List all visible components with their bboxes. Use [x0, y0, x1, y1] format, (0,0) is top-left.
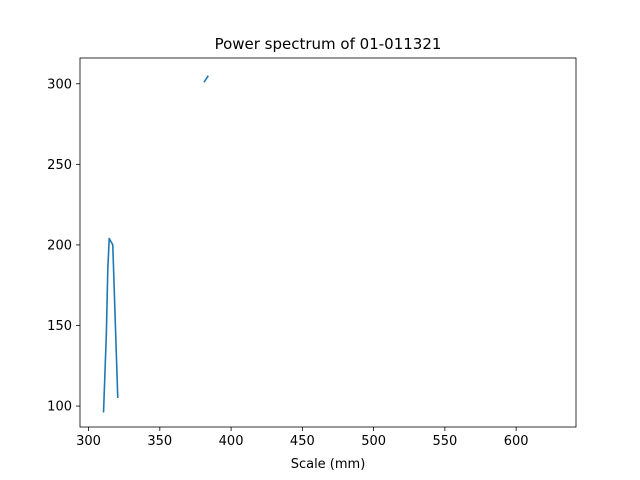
plot-area — [79, 57, 577, 428]
x-tick-label: 400 — [219, 434, 244, 449]
series-layer — [102, 75, 209, 413]
y-tick-label: 100 — [47, 400, 72, 415]
x-axis-label: Scale (mm) — [291, 457, 366, 472]
x-tick-label: 450 — [290, 434, 315, 449]
x-tick-label: 300 — [76, 434, 101, 449]
x-tick-label: 500 — [361, 434, 386, 449]
x-tick-label: 550 — [432, 434, 457, 449]
y-tick-label: 300 — [47, 77, 72, 92]
y-axis: 100 150 200 250 300 — [47, 77, 80, 415]
y-tick-label: 200 — [47, 238, 72, 253]
chart-title: Power spectrum of 01-011321 — [215, 35, 442, 53]
x-axis: 300 350 400 450 500 550 600 — [76, 427, 529, 449]
x-tick-label: 600 — [504, 434, 529, 449]
series-line-segment-2 — [203, 75, 209, 83]
series-line-segment-1 — [102, 237, 119, 413]
y-tick-label: 150 — [47, 319, 72, 334]
y-tick-label: 250 — [47, 158, 72, 173]
x-tick-label: 350 — [147, 434, 172, 449]
